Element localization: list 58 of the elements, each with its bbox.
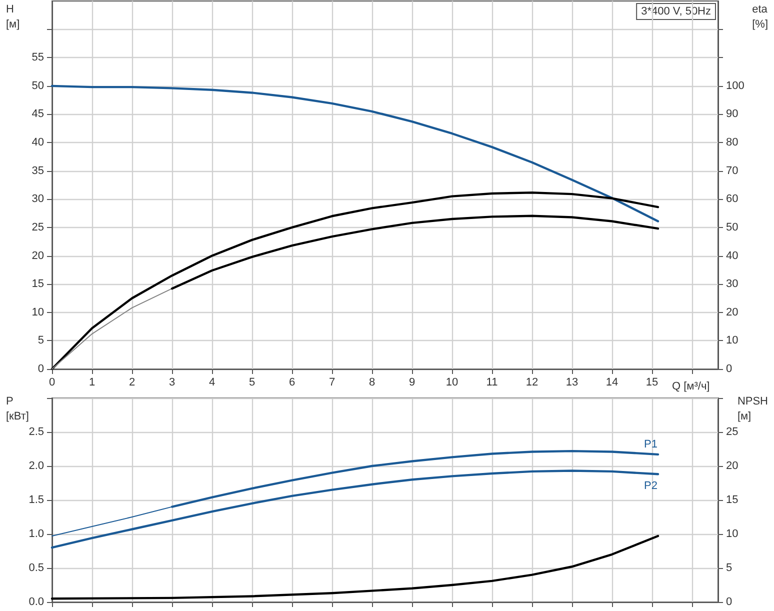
x-tick-label: 15 bbox=[646, 376, 658, 388]
x-tick-label: 10 bbox=[446, 376, 458, 388]
y2-tick-label: 0 bbox=[726, 363, 732, 375]
y-tick-label: 0.5 bbox=[28, 562, 44, 574]
x-tick-label: 6 bbox=[288, 376, 296, 388]
y-tick-label: 20 bbox=[32, 250, 44, 262]
y-axis-title: P [кВт] bbox=[6, 396, 29, 422]
y-tick-label: 2.5 bbox=[28, 426, 44, 438]
y2-tick-label: 50 bbox=[726, 221, 738, 234]
y-tick-label: 2.0 bbox=[28, 460, 44, 472]
y-tick-label: 55 bbox=[32, 52, 44, 64]
y2-axis-title: NPSH [м] bbox=[737, 396, 768, 422]
y2-tick-label: 60 bbox=[726, 193, 738, 206]
x-tick-label: 8 bbox=[368, 376, 376, 388]
y-tick-label: 5 bbox=[38, 334, 44, 347]
y2-tick-label: 0 bbox=[726, 596, 732, 608]
x-tick-label: 11 bbox=[486, 376, 498, 388]
y-tick-label: 1.5 bbox=[28, 494, 44, 506]
y2-tick-label: 100 bbox=[726, 80, 744, 92]
y-tick-label: 50 bbox=[32, 80, 44, 92]
y-tick-label: 35 bbox=[32, 164, 44, 177]
series-label: P2 bbox=[644, 480, 658, 492]
y-tick-label: 15 bbox=[32, 278, 44, 290]
y-tick-label: 25 bbox=[32, 221, 44, 234]
y-tick-label: 10 bbox=[32, 306, 44, 318]
y-tick-label: 40 bbox=[32, 136, 44, 149]
y2-tick-label: 10 bbox=[726, 334, 738, 347]
x-tick-label: 0 bbox=[48, 376, 56, 388]
x-tick-label: 3 bbox=[168, 376, 176, 388]
y-axis-title: H [м] bbox=[6, 4, 20, 30]
x-tick-label: 4 bbox=[208, 376, 216, 388]
y2-tick-label: 5 bbox=[726, 562, 732, 574]
y2-tick-label: 10 bbox=[726, 528, 738, 540]
y-tick-label: 30 bbox=[32, 193, 44, 206]
x-tick-label: 14 bbox=[606, 376, 618, 388]
x-tick-label: 9 bbox=[408, 376, 416, 388]
y2-axis-title: eta [%] bbox=[752, 4, 768, 30]
y-tick-label: 0 bbox=[38, 363, 44, 375]
y-tick-label: 1.0 bbox=[28, 528, 44, 540]
y-tick-label: 0.0 bbox=[28, 596, 44, 608]
y2-tick-label: 70 bbox=[726, 164, 738, 177]
x-tick-label: 5 bbox=[248, 376, 256, 388]
y-tick-label: 45 bbox=[32, 108, 44, 120]
y2-tick-label: 90 bbox=[726, 108, 738, 120]
y2-tick-label: 80 bbox=[726, 136, 738, 149]
x-axis-title: Q [м³/ч] bbox=[672, 380, 710, 392]
x-tick-label: 12 bbox=[526, 376, 538, 388]
x-tick-label: 1 bbox=[88, 376, 96, 388]
y2-tick-label: 30 bbox=[726, 278, 738, 290]
y2-tick-label: 25 bbox=[726, 426, 738, 438]
x-tick-label: 2 bbox=[128, 376, 136, 388]
x-tick-label: 7 bbox=[328, 376, 336, 388]
y2-tick-label: 15 bbox=[726, 494, 738, 506]
y2-tick-label: 20 bbox=[726, 460, 738, 472]
y2-tick-label: 40 bbox=[726, 250, 738, 262]
series-label: P1 bbox=[644, 438, 658, 450]
y2-tick-label: 20 bbox=[726, 306, 738, 318]
x-tick-label: 13 bbox=[566, 376, 578, 388]
